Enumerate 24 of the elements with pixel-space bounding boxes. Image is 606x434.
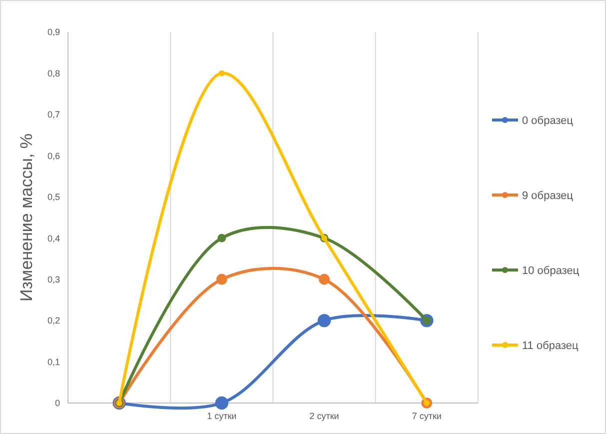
y-axis-title: Изменение массы, % [17,134,36,302]
y-tick-label: 0,8 [47,68,60,78]
y-tick-label: 0 [54,398,60,408]
point [215,396,228,410]
point [318,274,330,285]
x-tick-label: 1 сутки [206,411,237,421]
point [218,70,225,76]
point [216,274,228,285]
legend-label: 11 образец [522,340,580,352]
legend-label: 0 образец [522,114,574,127]
y-tick-label: 0,1 [47,356,60,367]
y-tick-label: 0,3 [47,274,60,284]
y-tick-label: 0,2 [47,316,60,326]
y-tick-label: 0,7 [47,110,60,120]
x-tick-label: 7 сутки [412,411,442,421]
legend-label: 10 образец [522,264,580,277]
y-tick-label: 0,9 [47,27,60,38]
y-tick-label: 0,4 [47,233,60,244]
y-tick-label: 0,5 [47,192,60,202]
point [218,234,226,242]
y-tick-label: 0,6 [47,150,60,161]
point [318,314,331,328]
x-tick-label: 2 сутки [309,411,340,421]
legend-label: 9 образец [522,190,574,202]
